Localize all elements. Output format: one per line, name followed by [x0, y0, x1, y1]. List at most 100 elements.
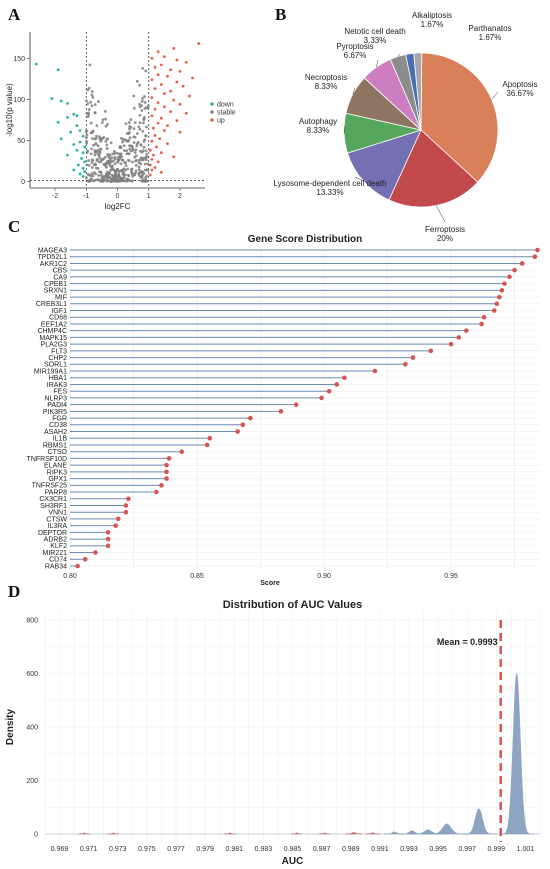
- gene-label: MIF: [55, 294, 67, 301]
- up-point: [162, 92, 166, 95]
- gene-label: CBS: [53, 268, 68, 275]
- gene-label: SH3RF1: [40, 503, 67, 510]
- gene-label: FLT3: [51, 348, 67, 355]
- stable-point: [129, 118, 133, 122]
- stable-point: [106, 154, 110, 158]
- stable-point: [138, 83, 141, 87]
- stable-point: [123, 138, 127, 142]
- y-tick-label: 0: [21, 179, 25, 186]
- stable-point: [128, 147, 132, 151]
- y-tick-label: 800: [26, 618, 38, 625]
- stable-point: [146, 162, 150, 166]
- stable-point: [90, 158, 94, 162]
- x-axis-title: log2FC: [105, 202, 131, 211]
- stable-point: [85, 163, 89, 167]
- up-point: [153, 134, 157, 137]
- stable-point: [123, 179, 126, 183]
- stable-point: [90, 166, 94, 169]
- stable-point: [132, 127, 136, 131]
- gene-label: CD68: [49, 315, 67, 322]
- stable-point: [109, 141, 113, 145]
- stable-point: [85, 133, 89, 137]
- pie-percent: 6.67%: [344, 51, 367, 60]
- stable-point: [132, 135, 136, 139]
- gene-label: EEF1A2: [41, 321, 67, 328]
- stable-point: [90, 161, 94, 164]
- down-point: [56, 120, 60, 124]
- up-point: [150, 56, 154, 60]
- stable-point: [103, 109, 107, 113]
- lollipop-head: [207, 435, 213, 441]
- gene-label: CX3CR1: [39, 496, 67, 503]
- stable-point: [141, 97, 144, 100]
- down-point: [59, 137, 63, 141]
- stable-point: [125, 152, 129, 156]
- stable-point: [144, 158, 148, 162]
- up-point: [150, 157, 154, 161]
- stable-point: [112, 149, 116, 153]
- stable-point: [119, 162, 123, 166]
- x-axis-title: Score: [260, 580, 280, 587]
- stable-point: [126, 139, 130, 143]
- stable-point: [91, 137, 94, 140]
- stable-point: [93, 103, 97, 106]
- down-point: [83, 170, 87, 173]
- stable-point: [135, 144, 139, 148]
- stable-point: [91, 95, 95, 99]
- up-point: [169, 68, 173, 72]
- stable-point: [138, 102, 141, 106]
- stable-point: [90, 104, 94, 108]
- stable-point: [94, 178, 98, 182]
- stable-point: [141, 67, 145, 70]
- x-tick-label: 0.993: [400, 846, 418, 853]
- gene-label: NLRP3: [44, 395, 67, 402]
- lollipop-head: [456, 335, 462, 340]
- stable-point: [96, 148, 100, 152]
- stable-point: [102, 176, 106, 180]
- gene-label: MAGEA3: [38, 247, 67, 254]
- pie-label: Alkaliptosis: [412, 11, 452, 20]
- lollipop-head: [519, 261, 525, 266]
- stable-point: [144, 69, 148, 73]
- stable-point: [114, 174, 118, 178]
- stable-point: [108, 158, 112, 162]
- stable-point: [118, 169, 122, 173]
- up-point: [162, 105, 166, 109]
- stable-point: [140, 109, 144, 112]
- up-point: [175, 58, 179, 62]
- stable-point: [125, 149, 129, 153]
- stable-point: [89, 131, 93, 135]
- up-point: [156, 160, 160, 164]
- down-point: [72, 168, 76, 172]
- gene-label: RBMS1: [43, 442, 67, 449]
- stable-point: [109, 169, 112, 172]
- up-point: [150, 96, 154, 100]
- stable-point: [105, 173, 109, 177]
- gene-label: MIR199A1: [34, 368, 67, 375]
- stable-point: [121, 168, 125, 172]
- stable-point: [104, 155, 107, 159]
- stable-point: [104, 117, 108, 121]
- stable-point: [94, 163, 97, 167]
- stable-point: [130, 168, 134, 171]
- y-tick-label: 400: [26, 725, 38, 732]
- lollipop-head: [512, 267, 517, 273]
- stable-point: [137, 125, 141, 129]
- stable-point: [97, 174, 100, 177]
- x-tick-label: 0.975: [138, 846, 156, 853]
- gene-label: PIK3R5: [43, 409, 67, 416]
- lollipop-head: [278, 409, 284, 414]
- x-tick-label: 0.95: [444, 573, 458, 580]
- panel-letter-c: C: [8, 217, 20, 236]
- stable-point: [85, 111, 89, 115]
- stable-point: [105, 143, 109, 147]
- stable-point: [91, 174, 95, 178]
- stable-point: [116, 160, 120, 164]
- stable-point: [121, 137, 125, 141]
- stable-point: [137, 174, 141, 177]
- stable-point: [119, 152, 123, 156]
- down-point: [81, 166, 85, 170]
- gene-label: MIR221: [42, 550, 67, 557]
- lollipop-head: [75, 563, 80, 569]
- gene-label: RIPK3: [47, 469, 67, 476]
